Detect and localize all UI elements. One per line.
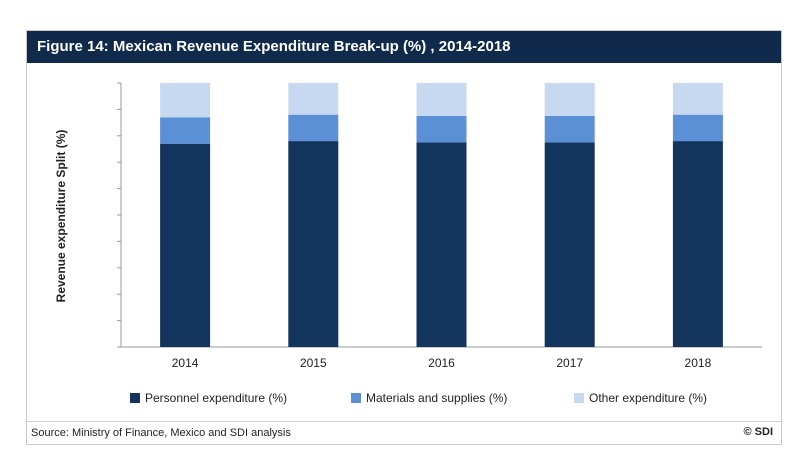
bar-other-2015	[288, 83, 339, 115]
x-tick-label: 2018	[685, 356, 712, 370]
plot-area: 2014 2015 2016 2017 2018	[117, 82, 762, 370]
source-note: Source: Ministry of Finance, Mexico and …	[31, 427, 291, 439]
bar-personnel-2014	[160, 143, 211, 347]
legend-swatch-other	[574, 393, 584, 403]
bar-materials-2018	[672, 114, 723, 142]
bar-materials-2016	[416, 116, 467, 143]
legend-label-materials: Materials and supplies (%)	[366, 391, 508, 405]
bar-other-2016	[416, 83, 467, 116]
bar-materials-2014	[160, 117, 211, 144]
legend-swatch-materials	[351, 393, 361, 403]
x-tick-label: 2016	[428, 356, 455, 370]
bar-other-2014	[160, 83, 211, 118]
copyright-label: © SDI	[743, 426, 774, 438]
bar-personnel-2018	[672, 141, 723, 347]
legend-label-personnel: Personnel expenditure (%)	[145, 391, 288, 405]
figure-panel: Figure 14: Mexican Revenue Expenditure B…	[26, 30, 782, 445]
bar-personnel-2016	[416, 142, 467, 347]
figure-footer: Source: Ministry of Finance, Mexico and …	[27, 421, 781, 442]
bar-materials-2015	[288, 114, 339, 142]
bar-personnel-2015	[288, 141, 339, 347]
bar-personnel-2017	[544, 142, 595, 347]
legend-label-other: Other expenditure (%)	[589, 391, 708, 405]
legend-item-other: Other expenditure (%)	[574, 391, 707, 405]
legend-swatch-personnel	[130, 393, 140, 403]
stacked-bar-chart: 2014 2015 2016 2017 2018 Revenue expenditure…	[54, 82, 762, 370]
legend-item-materials: Materials and supplies (%)	[351, 391, 507, 405]
x-tick-label: 2014	[172, 356, 199, 370]
x-tick-label: 2017	[556, 356, 583, 370]
x-tick-label: 2015	[300, 356, 327, 370]
chart-legend: Personnel expenditure (%) Materials and …	[27, 388, 781, 408]
figure-header: Figure 14: Mexican Revenue Expenditure B…	[27, 31, 781, 63]
bar-other-2017	[544, 83, 595, 116]
legend-item-personnel: Personnel expenditure (%)	[130, 391, 287, 405]
y-axis-label: Revenue expenditure Split (%)	[54, 130, 68, 303]
bar-materials-2017	[544, 116, 595, 143]
bar-other-2018	[672, 83, 723, 115]
figure-title: Figure 14: Mexican Revenue Expenditure B…	[37, 38, 511, 55]
